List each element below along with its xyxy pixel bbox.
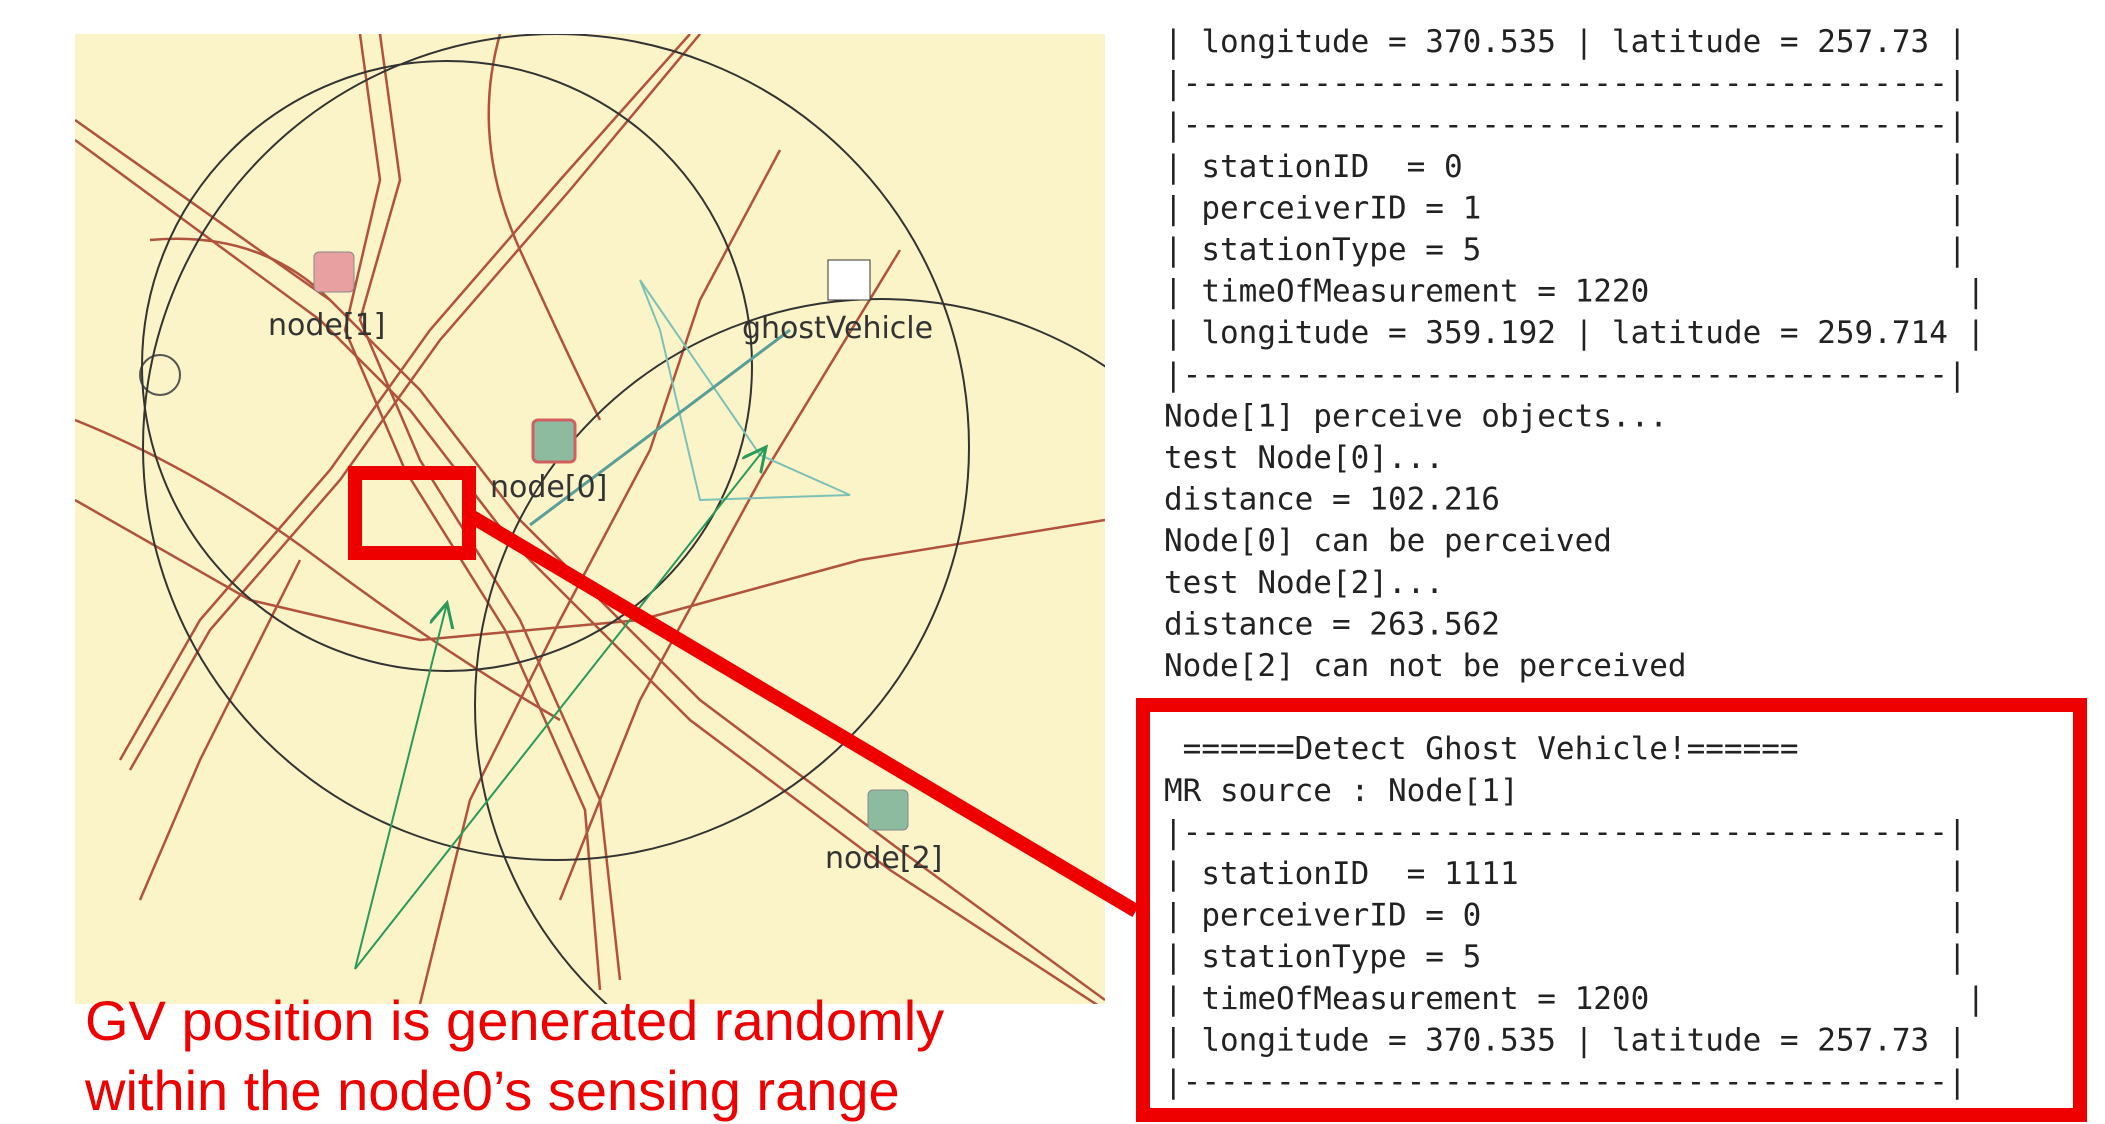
console-line: Node[1] perceive objects... — [1164, 398, 1668, 434]
node-label: ghostVehicle — [742, 311, 933, 346]
caption: GV position is generated randomly — [85, 989, 944, 1052]
console-line: | stationType = 5 | — [1164, 232, 1967, 268]
console-line: Node[0] can be perceived — [1164, 523, 1612, 559]
console-line: |---------------------------------------… — [1164, 357, 1967, 393]
node-label: node[1] — [268, 308, 385, 343]
console-line: |---------------------------------------… — [1164, 107, 1967, 143]
console-line: | perceiverID = 1 | — [1164, 190, 1967, 226]
console-line: | stationID = 1111 | — [1164, 856, 1967, 892]
caption: within the node0’s sensing range — [84, 1059, 900, 1122]
map — [75, 34, 1287, 1111]
console-line: | longitude = 370.535 | latitude = 257.7… — [1164, 1022, 1967, 1058]
node-label: node[0] — [490, 470, 607, 505]
console-line: ======Detect Ghost Vehicle!====== — [1164, 731, 1799, 767]
console-line: test Node[0]... — [1164, 440, 1444, 476]
console-line: | stationType = 5 | — [1164, 939, 1967, 975]
console-line: |---------------------------------------… — [1164, 66, 1967, 102]
console-line: distance = 263.562 — [1164, 606, 1500, 642]
console-line: distance = 102.216 — [1164, 482, 1500, 518]
screenshot: GV position is generated randomly within… — [0, 0, 2105, 1124]
console-line: |---------------------------------------… — [1164, 814, 1967, 850]
console-line: | longitude = 359.192 | latitude = 259.7… — [1164, 315, 1985, 351]
console-line: Node[2] can not be perceived — [1164, 648, 1687, 684]
console-line: | stationID = 0 | — [1164, 149, 1967, 185]
console-line: | perceiverID = 0 | — [1164, 898, 1967, 934]
console-line: | timeOfMeasurement = 1200 | — [1164, 981, 1985, 1017]
console-line: | longitude = 370.535 | latitude = 257.7… — [1164, 24, 1967, 60]
console-line: MR source : Node[1] — [1164, 773, 1519, 809]
console-line: test Node[2]... — [1164, 565, 1444, 601]
node-label: node[2] — [825, 841, 942, 876]
console-line: |---------------------------------------… — [1164, 1064, 1967, 1100]
console-line: | timeOfMeasurement = 1220 | — [1164, 274, 1985, 310]
